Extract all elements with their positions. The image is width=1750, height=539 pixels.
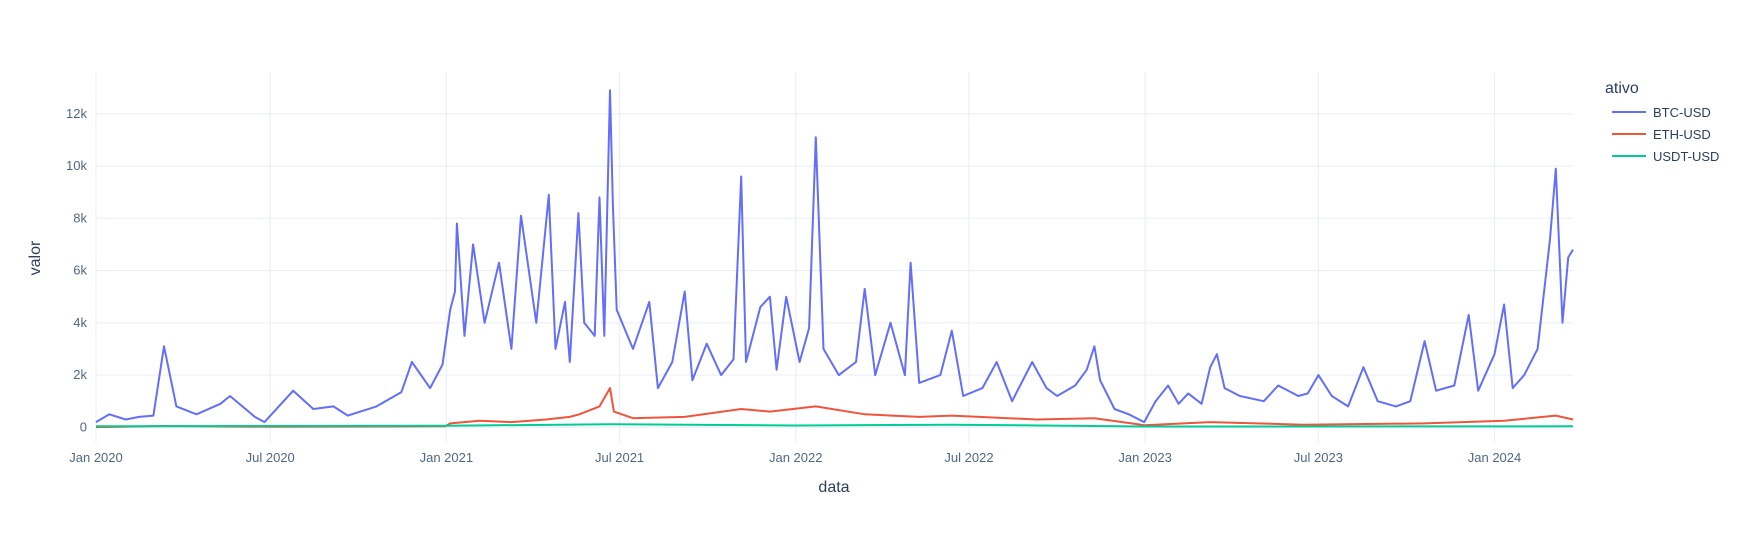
series-lines — [95, 89, 1574, 429]
y-axis-ticks: 0 2k 4k 6k 8k 10k 12k — [66, 106, 87, 435]
x-tick-label: Jan 2022 — [769, 450, 823, 465]
series-line-btc-usd — [95, 89, 1574, 424]
x-tick-label: Jul 2020 — [246, 450, 295, 465]
x-axis-ticks: Jan 2020 Jul 2020 Jan 2021 Jul 2021 Jan 2022… — [69, 450, 1521, 465]
x-tick-label: Jul 2023 — [1294, 450, 1343, 465]
x-tick-label: Jul 2022 — [944, 450, 993, 465]
y-tick-label: 2k — [73, 367, 87, 382]
legend-item-eth-usd[interactable]: ETH-USD — [1612, 127, 1711, 142]
x-axis-title: data — [818, 479, 849, 496]
legend-label: ETH-USD — [1653, 127, 1711, 142]
y-axis-title: valor — [27, 240, 44, 275]
legend-label: USDT-USD — [1653, 149, 1719, 164]
grid — [95, 72, 1573, 443]
y-tick-label: 12k — [66, 106, 87, 121]
y-tick-label: 6k — [73, 263, 87, 278]
y-tick-label: 8k — [73, 210, 87, 225]
y-tick-label: 0 — [80, 419, 87, 434]
x-tick-label: Jan 2024 — [1468, 450, 1522, 465]
x-tick-label: Jan 2023 — [1118, 450, 1172, 465]
y-tick-label: 4k — [73, 315, 87, 330]
legend-item-usdt-usd[interactable]: USDT-USD — [1612, 149, 1719, 164]
x-tick-label: Jul 2021 — [595, 450, 644, 465]
series-line-usdt-usd — [95, 423, 1574, 428]
legend[interactable]: ativo BTC-USD ETH-USD USDT-USD — [1605, 80, 1719, 164]
x-tick-label: Jan 2020 — [69, 450, 123, 465]
x-tick-label: Jan 2021 — [420, 450, 474, 465]
y-tick-label: 10k — [66, 158, 87, 173]
legend-title: ativo — [1605, 80, 1639, 97]
legend-item-btc-usd[interactable]: BTC-USD — [1612, 105, 1711, 120]
series-line-eth-usd — [95, 387, 1574, 429]
legend-label: BTC-USD — [1653, 105, 1711, 120]
